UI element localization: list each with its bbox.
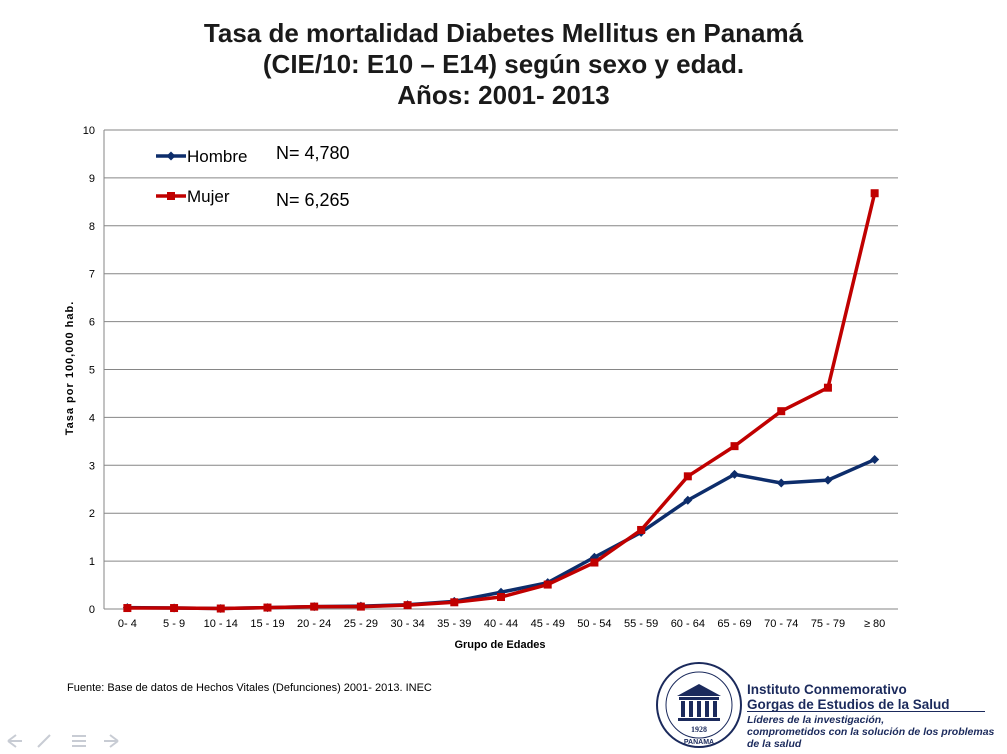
data-point-mujer [123,604,132,613]
y-tick-labels: 0 1 2 3 4 5 6 7 8 9 10 [83,125,95,616]
data-point-mujer [683,472,692,481]
data-point-mujer [310,602,319,611]
data-point-mujer [590,558,599,567]
y-tick-label: 2 [89,508,95,520]
series-group [122,189,880,614]
data-point-mujer [543,580,552,589]
institute-name-line-2: Gorgas de Estudios de la Salud [747,697,950,712]
tagline-line-1: Líderes de la investigación, [747,714,885,726]
legend-label: Hombre [187,147,247,166]
title-line-1: Tasa de mortalidad Diabetes Mellitus en … [203,18,804,48]
y-tick-label: 9 [89,173,95,185]
x-tick-label: 55 - 59 [624,618,658,630]
x-tick-label: 35 - 39 [437,618,471,630]
seal-text: PANAMA [684,739,714,746]
legend-item-hombre: Hombre [156,147,247,166]
title-line-2: (CIE/10: E10 – E14) según sexo y edad. [262,49,745,79]
x-tick-label: 60 - 64 [671,618,705,630]
pen-icon[interactable] [37,734,51,748]
x-tick-label: 70 - 74 [764,618,798,630]
series-hombre [122,455,880,614]
legend: Hombre Mujer [156,147,247,206]
data-point-hombre [776,478,786,488]
series-line-mujer [127,192,877,611]
data-point-mujer [403,601,412,610]
legend-marker [167,192,175,200]
annotation-mujer-n: N= 6,265 [276,190,350,210]
data-point-mujer [170,604,179,613]
y-tick-label: 4 [89,412,95,424]
back-arrow-icon[interactable] [7,734,22,748]
x-tick-label: 5 - 9 [163,618,185,630]
menu-icon[interactable] [72,735,86,747]
series-mujer [123,189,879,613]
data-point-mujer [777,407,786,416]
x-tick-label: 40 - 44 [484,618,518,630]
x-tick-labels: 0- 4 5 - 9 10 - 14 15 - 19 20 - 24 25 - 29 30 … [118,618,885,630]
y-tick-label: 6 [89,317,95,329]
y-tick-label: 1 [89,556,95,568]
legend-marker [166,151,176,161]
data-point-hombre [823,475,833,485]
x-tick-label: 20 - 24 [297,618,331,630]
x-tick-label: 75 - 79 [811,618,845,630]
x-axis-label: Grupo de Edades [454,639,545,651]
data-point-mujer [637,525,646,534]
institute-name: Instituto Conmemorativo Gorgas de Estudi… [747,682,950,712]
forward-arrow-icon[interactable] [104,734,119,748]
x-tick-label: 10 - 14 [204,618,238,630]
building-seal-icon: 1928 PANAMA [656,662,742,748]
y-tick-label: 8 [89,221,95,233]
data-point-mujer [263,603,272,612]
y-tick-label: 7 [89,269,95,281]
x-tick-label: 30 - 34 [390,618,424,630]
chart-title: Tasa de mortalidad Diabetes Mellitus en … [0,18,1007,111]
x-tick-label: 65 - 69 [717,618,751,630]
x-tick-label: 0- 4 [118,618,137,630]
gorgas-logo: 1928 PANAMA Instituto Conmemorativo Gorg… [655,660,995,750]
x-tick-label: 50 - 54 [577,618,611,630]
data-point-mujer [870,189,879,198]
data-point-mujer [216,604,225,613]
x-tick-label: 45 - 49 [531,618,565,630]
y-tick-label: 0 [89,604,95,616]
data-point-mujer [450,598,459,607]
legend-label: Mujer [187,187,230,206]
annotation-hombre-n: N= 4,780 [276,143,350,163]
data-point-mujer [823,383,832,392]
legend-item-mujer: Mujer [156,187,230,206]
x-tick-label: ≥ 80 [864,618,885,630]
data-point-mujer [497,593,505,602]
institute-name-line-1: Instituto Conmemorativo [747,682,907,697]
slide-navigation [7,734,119,748]
title-line-3: Años: 2001- 2013 [397,80,610,110]
seal-year: 1928 [691,725,707,734]
institute-tagline: Líderes de la investigación, comprometid… [747,714,995,750]
source-note: Fuente: Base de datos de Hechos Vitales … [67,682,432,694]
gridlines [103,129,898,610]
data-point-hombre [870,455,880,465]
y-tick-label: 10 [83,125,95,137]
tagline-line-2: comprometidos con la solución de los pro… [747,726,995,750]
data-point-mujer [730,442,739,451]
line-chart: 0 1 2 3 4 5 6 7 8 9 10 0- 4 5 - 9 10 - 14 15 - 19 20 -… [64,125,898,651]
logo-divider [747,711,985,712]
y-axis-label: Tasa por 100,000 hab. [64,301,76,436]
y-tick-label: 5 [89,365,95,377]
data-point-hombre [730,469,740,479]
data-point-hombre [683,495,693,505]
x-tick-label: 15 - 19 [250,618,284,630]
x-tick-label: 25 - 29 [344,618,378,630]
series-line-hombre [127,457,876,611]
data-point-mujer [356,602,365,611]
y-tick-label: 3 [89,460,95,472]
